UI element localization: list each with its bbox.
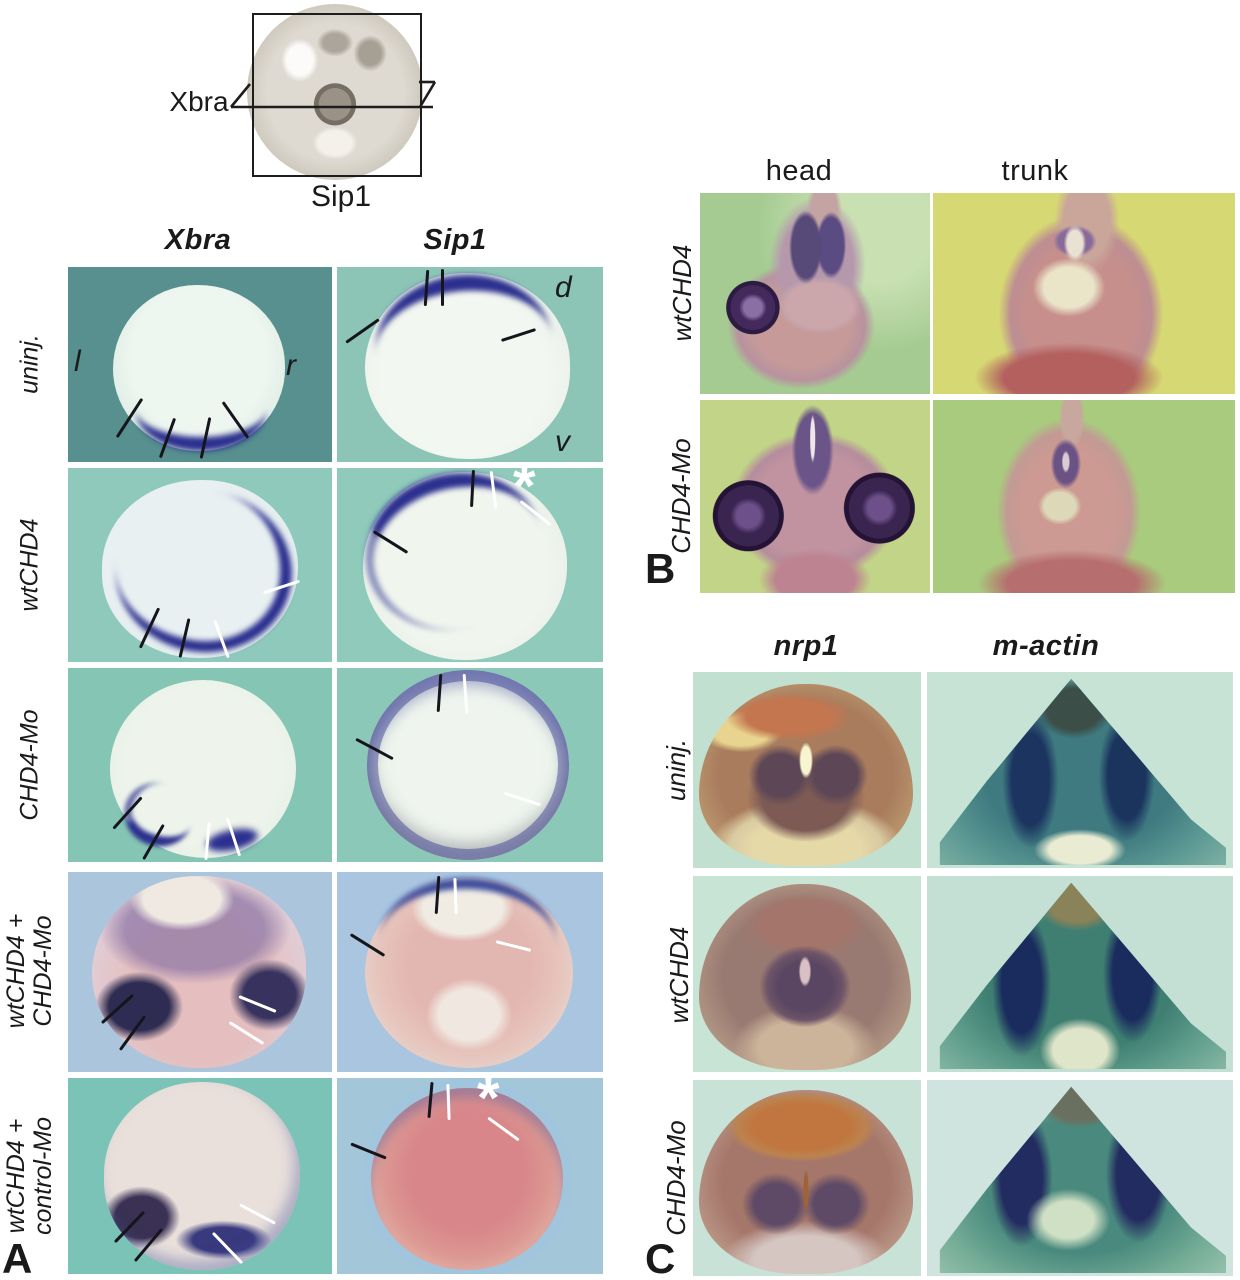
panel-a-letter: A bbox=[2, 1235, 33, 1280]
panel-c-column-header-nrp1: nrp1 bbox=[773, 630, 839, 662]
histology-section-image bbox=[700, 400, 930, 593]
stain-xbra-blue bbox=[115, 773, 202, 856]
schematic-xbra-label: Xbra bbox=[169, 86, 229, 117]
embryo-image bbox=[92, 876, 306, 1068]
micrograph-chd4mo-nrp1 bbox=[693, 1080, 921, 1276]
embryo-image bbox=[367, 670, 569, 860]
embryo-image bbox=[104, 1082, 300, 1270]
micrograph-wtchd4-chd4mo-xbra bbox=[68, 872, 332, 1072]
micrograph-uninj-nrp1 bbox=[693, 672, 921, 868]
asterisk-marker: * bbox=[477, 1078, 500, 1131]
histology-chd4mo-head bbox=[700, 400, 930, 593]
micrograph-uninj-sip1: d v bbox=[337, 267, 603, 462]
schematic-sip1-label: Sip1 bbox=[310, 180, 372, 213]
embryo-section-image bbox=[939, 1086, 1226, 1273]
micrograph-wtchd4-controlmo-xbra bbox=[68, 1078, 332, 1274]
embryo-image bbox=[113, 285, 285, 451]
asterisk-marker: * bbox=[513, 468, 536, 519]
micrograph-wtchd4-xbra bbox=[68, 468, 332, 662]
stain-sip1-blue bbox=[376, 874, 560, 1013]
micrograph-chd4mo-mactin bbox=[927, 1080, 1233, 1276]
embryo-image bbox=[102, 479, 303, 662]
panel-a-column-header-xbra: Xbra bbox=[164, 224, 232, 256]
orientation-ventral-label: v bbox=[555, 425, 570, 458]
sip1-section-plane-box bbox=[252, 13, 422, 177]
micrograph-wtchd4-sip1: * bbox=[337, 468, 603, 662]
embryo-image bbox=[371, 1088, 563, 1270]
stain-xbra-blue bbox=[104, 479, 303, 662]
micrograph-wtchd4-mactin bbox=[927, 876, 1233, 1072]
tick-mark bbox=[441, 269, 444, 306]
orientation-right-label: r bbox=[286, 349, 296, 382]
micrograph-wtchd4-chd4mo-sip1 bbox=[337, 872, 603, 1072]
micrograph-wtchd4-controlmo-sip1: * bbox=[337, 1078, 603, 1274]
embryo-section-image bbox=[699, 1090, 913, 1274]
histology-section-image bbox=[700, 193, 930, 394]
embryo-image bbox=[110, 680, 296, 858]
panel-b-column-header-head: head bbox=[765, 155, 833, 187]
histology-chd4mo-trunk bbox=[933, 400, 1235, 593]
micrograph-uninj-mactin bbox=[927, 672, 1233, 868]
micrograph-chd4mo-xbra bbox=[68, 668, 332, 862]
micrograph-wtchd4-nrp1 bbox=[693, 876, 921, 1072]
embryo-image bbox=[365, 267, 570, 459]
embryo-image bbox=[365, 874, 573, 1068]
histology-section-image bbox=[933, 193, 1235, 394]
embryo-section-image bbox=[939, 678, 1226, 865]
panel-a-column-header-sip1: Sip1 bbox=[423, 224, 487, 256]
micrograph-chd4mo-sip1 bbox=[337, 668, 603, 862]
panel-c-letter: C bbox=[645, 1235, 676, 1280]
orientation-left-label: l bbox=[74, 345, 81, 378]
histology-wtchd4-trunk bbox=[933, 193, 1235, 394]
xbra-section-plane bbox=[229, 80, 437, 109]
panel-c-column-header-mactin: m-actin bbox=[992, 630, 1100, 662]
embryo-section-image bbox=[699, 684, 913, 866]
histology-section-image bbox=[933, 400, 1235, 593]
embryo-section-image bbox=[939, 882, 1226, 1069]
embryo-section-image bbox=[699, 884, 911, 1070]
stain-sip1-blue bbox=[367, 267, 561, 428]
micrograph-uninj-xbra: l r bbox=[68, 267, 332, 462]
panel-b-letter: B bbox=[645, 545, 676, 592]
embryo-image bbox=[347, 468, 567, 660]
embryo-section-illustration bbox=[247, 4, 423, 180]
panel-b-column-header-trunk: trunk bbox=[1001, 155, 1069, 187]
histology-wtchd4-head bbox=[700, 193, 930, 394]
orientation-dorsal-label: d bbox=[555, 271, 572, 304]
